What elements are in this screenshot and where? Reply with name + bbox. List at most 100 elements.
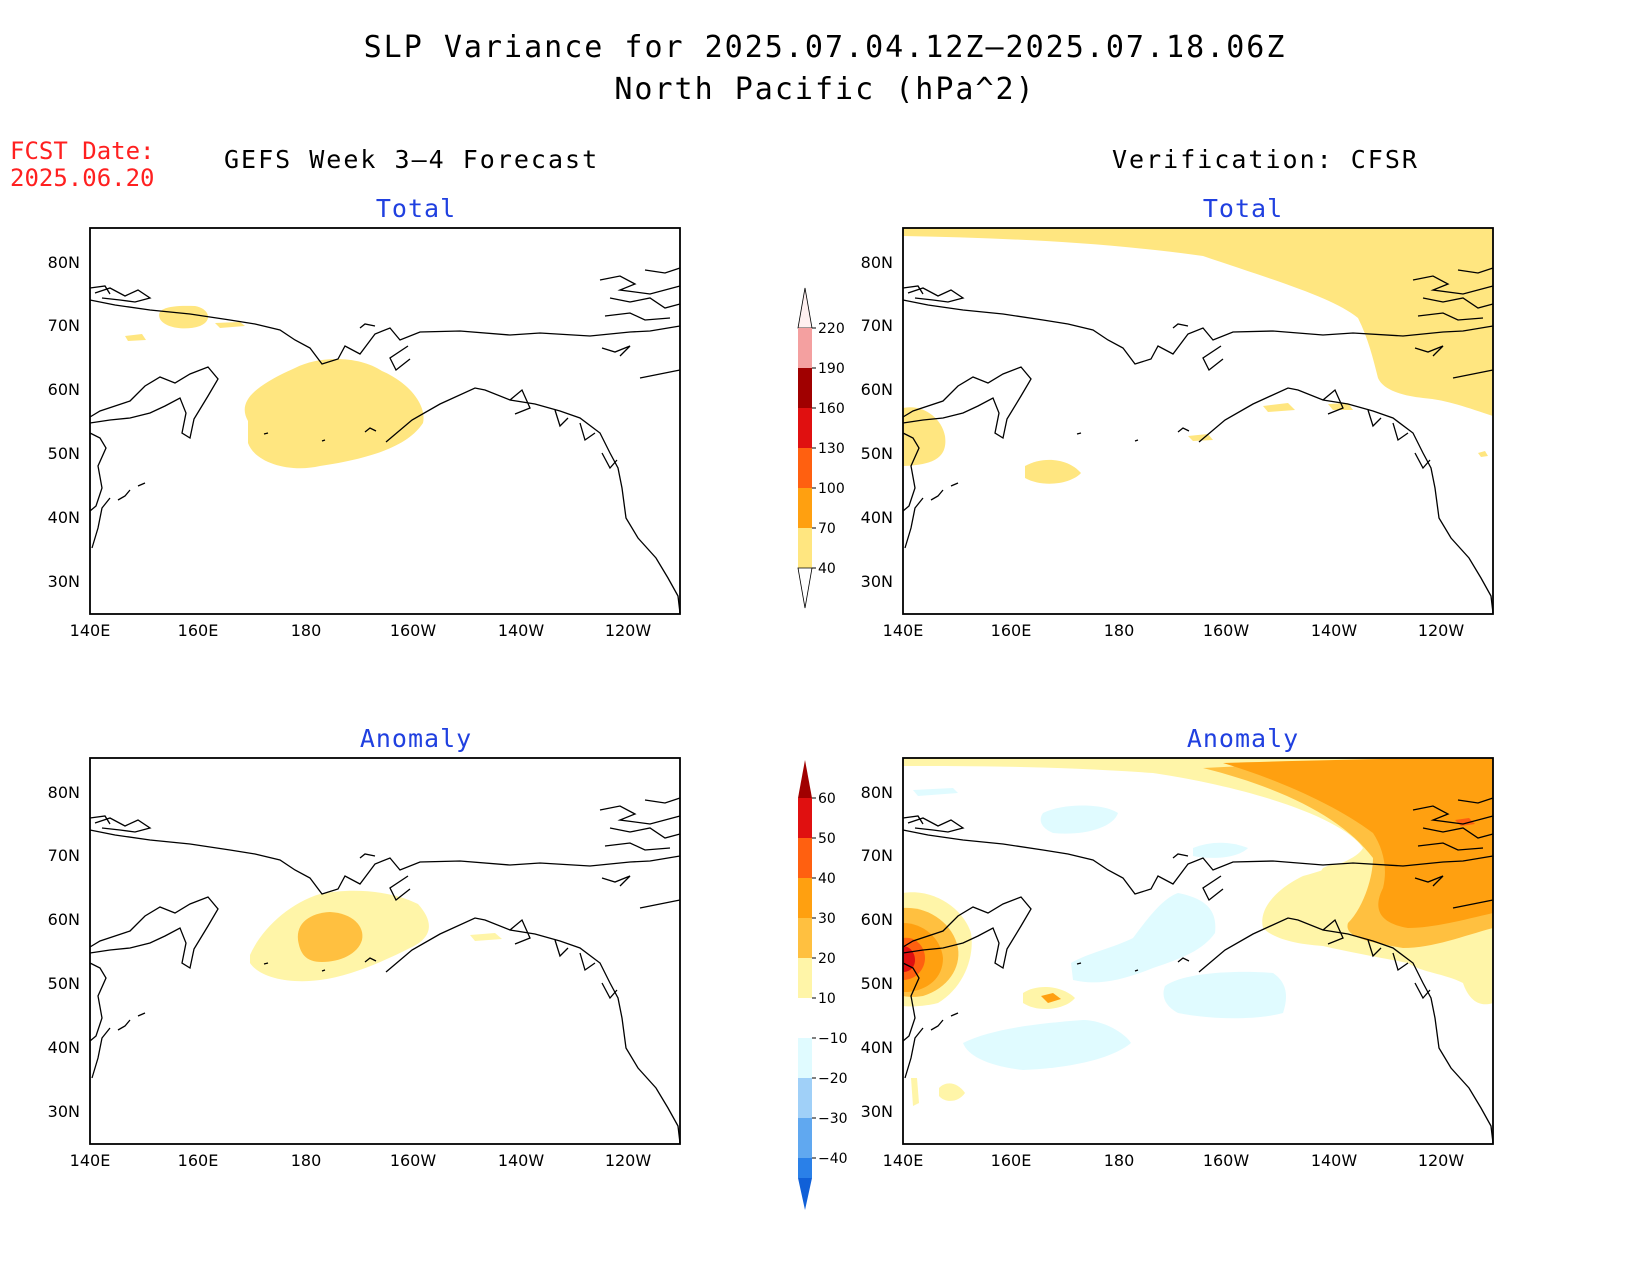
colorbar-cap-bottom (797, 567, 813, 609)
colorbar-swatch (798, 448, 812, 488)
lon-label: 140E (883, 1151, 924, 1170)
colorbar-label: 100 (818, 481, 845, 497)
lon-label: 180 (1104, 1151, 1135, 1170)
lat-axis: 80N 70N 60N 50N 40N 30N (48, 783, 80, 1121)
lat-label: 80N (861, 253, 893, 272)
lat-label: 50N (48, 444, 80, 463)
anomaly-10-20 (1463, 966, 1493, 1003)
lat-label: 80N (861, 783, 893, 802)
variance-40-70 (1263, 403, 1295, 412)
lon-label: 120W (1418, 1151, 1465, 1170)
colorbar-label: −40 (818, 1151, 848, 1167)
colorbar-label: 40 (818, 871, 836, 887)
anomaly-30-40 (1041, 993, 1061, 1003)
anomaly-10-20 (1319, 862, 1365, 894)
map-forecast-anomaly: 80N 70N 60N 50N 40N 30N 140E 160E 180 16… (48, 757, 681, 1170)
colorbar-cap-bottom (798, 1178, 812, 1210)
shaded-variance-anomaly-verification (903, 758, 1493, 1106)
anomaly-neg-10-20 (963, 1020, 1131, 1070)
lon-label: 140W (498, 621, 545, 640)
colorbar-swatch (798, 798, 812, 838)
lat-axis: 80N 70N 60N 50N 40N 30N (861, 783, 893, 1121)
lon-label: 140E (883, 621, 924, 640)
variance-40-70 (1478, 451, 1488, 457)
colorbar-label: 30 (818, 911, 836, 927)
panel-label-forecast-anomaly: Anomaly (359, 724, 473, 753)
anomaly-10-20 (939, 1083, 965, 1101)
right-column-title: Verification: CFSR (1112, 145, 1419, 174)
colorbar-label: 50 (818, 831, 836, 847)
lon-axis: 140E 160E 180 160W 140W 120W (883, 1151, 1465, 1170)
lat-label: 30N (861, 572, 893, 591)
colorbar-label: 60 (818, 791, 836, 807)
colorbar-swatch (798, 918, 812, 958)
colorbar-label: 20 (818, 951, 836, 967)
lat-label: 30N (861, 1102, 893, 1121)
colorbar-ticks (812, 797, 816, 1159)
anomaly-neg-10-20 (1163, 971, 1286, 1019)
lat-label: 80N (48, 783, 80, 802)
lon-label: 140E (70, 1151, 111, 1170)
colorbar-label: 70 (818, 521, 836, 537)
lat-label: 50N (861, 444, 893, 463)
lon-label: 160E (991, 621, 1032, 640)
anomaly-10-20 (911, 1078, 919, 1106)
lat-label: 40N (48, 1038, 80, 1057)
lon-label: 180 (291, 1151, 322, 1170)
lat-label: 70N (861, 316, 893, 335)
lon-label: 120W (605, 621, 652, 640)
colorbar-swatch (798, 328, 812, 368)
variance-40-70 (903, 228, 1493, 416)
lon-axis: 140E 160E 180 160W 140W 120W (70, 1151, 652, 1170)
lon-label: 140E (70, 621, 111, 640)
lat-label: 70N (861, 846, 893, 865)
chart-title-line1: SLP Variance for 2025.07.04.12Z–2025.07.… (363, 30, 1287, 65)
lon-label: 160W (1203, 621, 1250, 640)
colorbar-swatch (798, 528, 812, 568)
lon-axis: 140E 160E 180 160W 140W 120W (883, 621, 1465, 640)
variance-40-70 (1025, 459, 1081, 484)
lat-label: 30N (48, 572, 80, 591)
map-border (89, 757, 681, 1145)
fcst-date-block: FCST Date: 2025.06.20 (10, 138, 155, 192)
map-verification-total: 80N 70N 60N 50N 40N 30N 140E 160E 180 16… (861, 227, 1494, 640)
lat-label: 40N (861, 1038, 893, 1057)
colorbar-label: 190 (818, 361, 845, 377)
colorbar-ticks (812, 327, 816, 569)
lat-label: 40N (861, 508, 893, 527)
lon-label: 160W (390, 621, 437, 640)
colorbar-swatch (798, 1078, 812, 1118)
colorbar-swatch (798, 1038, 812, 1078)
anomaly-neg-10-20 (1193, 842, 1248, 858)
variance-40-70 (1328, 403, 1353, 410)
variance-40-70 (244, 358, 424, 469)
lat-label: 50N (861, 974, 893, 993)
lon-label: 160E (178, 1151, 219, 1170)
colorbar-swatch (798, 878, 812, 918)
anomaly-neg-10-20 (1071, 893, 1216, 983)
panel-label-verification-total: Total (1202, 194, 1284, 223)
colorbar-label: 220 (818, 321, 845, 337)
lon-label: 160E (178, 621, 219, 640)
colorbar-label: −10 (818, 1031, 848, 1047)
lat-label: 70N (48, 316, 80, 335)
lon-label: 140W (1311, 621, 1358, 640)
lon-label: 160W (1203, 1151, 1250, 1170)
lon-label: 140W (1311, 1151, 1358, 1170)
colorbar-swatch (798, 838, 812, 878)
shaded-variance-total-forecast (125, 305, 424, 469)
colorbar-label: 10 (818, 991, 836, 1007)
map-border (902, 227, 1494, 615)
left-column-title: GEFS Week 3–4 Forecast (224, 145, 600, 174)
lon-label: 120W (605, 1151, 652, 1170)
anomaly-10-20 (470, 933, 502, 941)
colorbar-label: 160 (818, 401, 845, 417)
colorbar-swatch (798, 408, 812, 448)
lon-label: 160E (991, 1151, 1032, 1170)
anomaly-20-30 (297, 912, 363, 962)
colorbar-label: −30 (818, 1111, 848, 1127)
fcst-date-label: FCST Date: (10, 137, 155, 165)
lon-label: 120W (1418, 621, 1465, 640)
lon-label: 160W (390, 1151, 437, 1170)
colorbar-cap-top (798, 760, 812, 798)
